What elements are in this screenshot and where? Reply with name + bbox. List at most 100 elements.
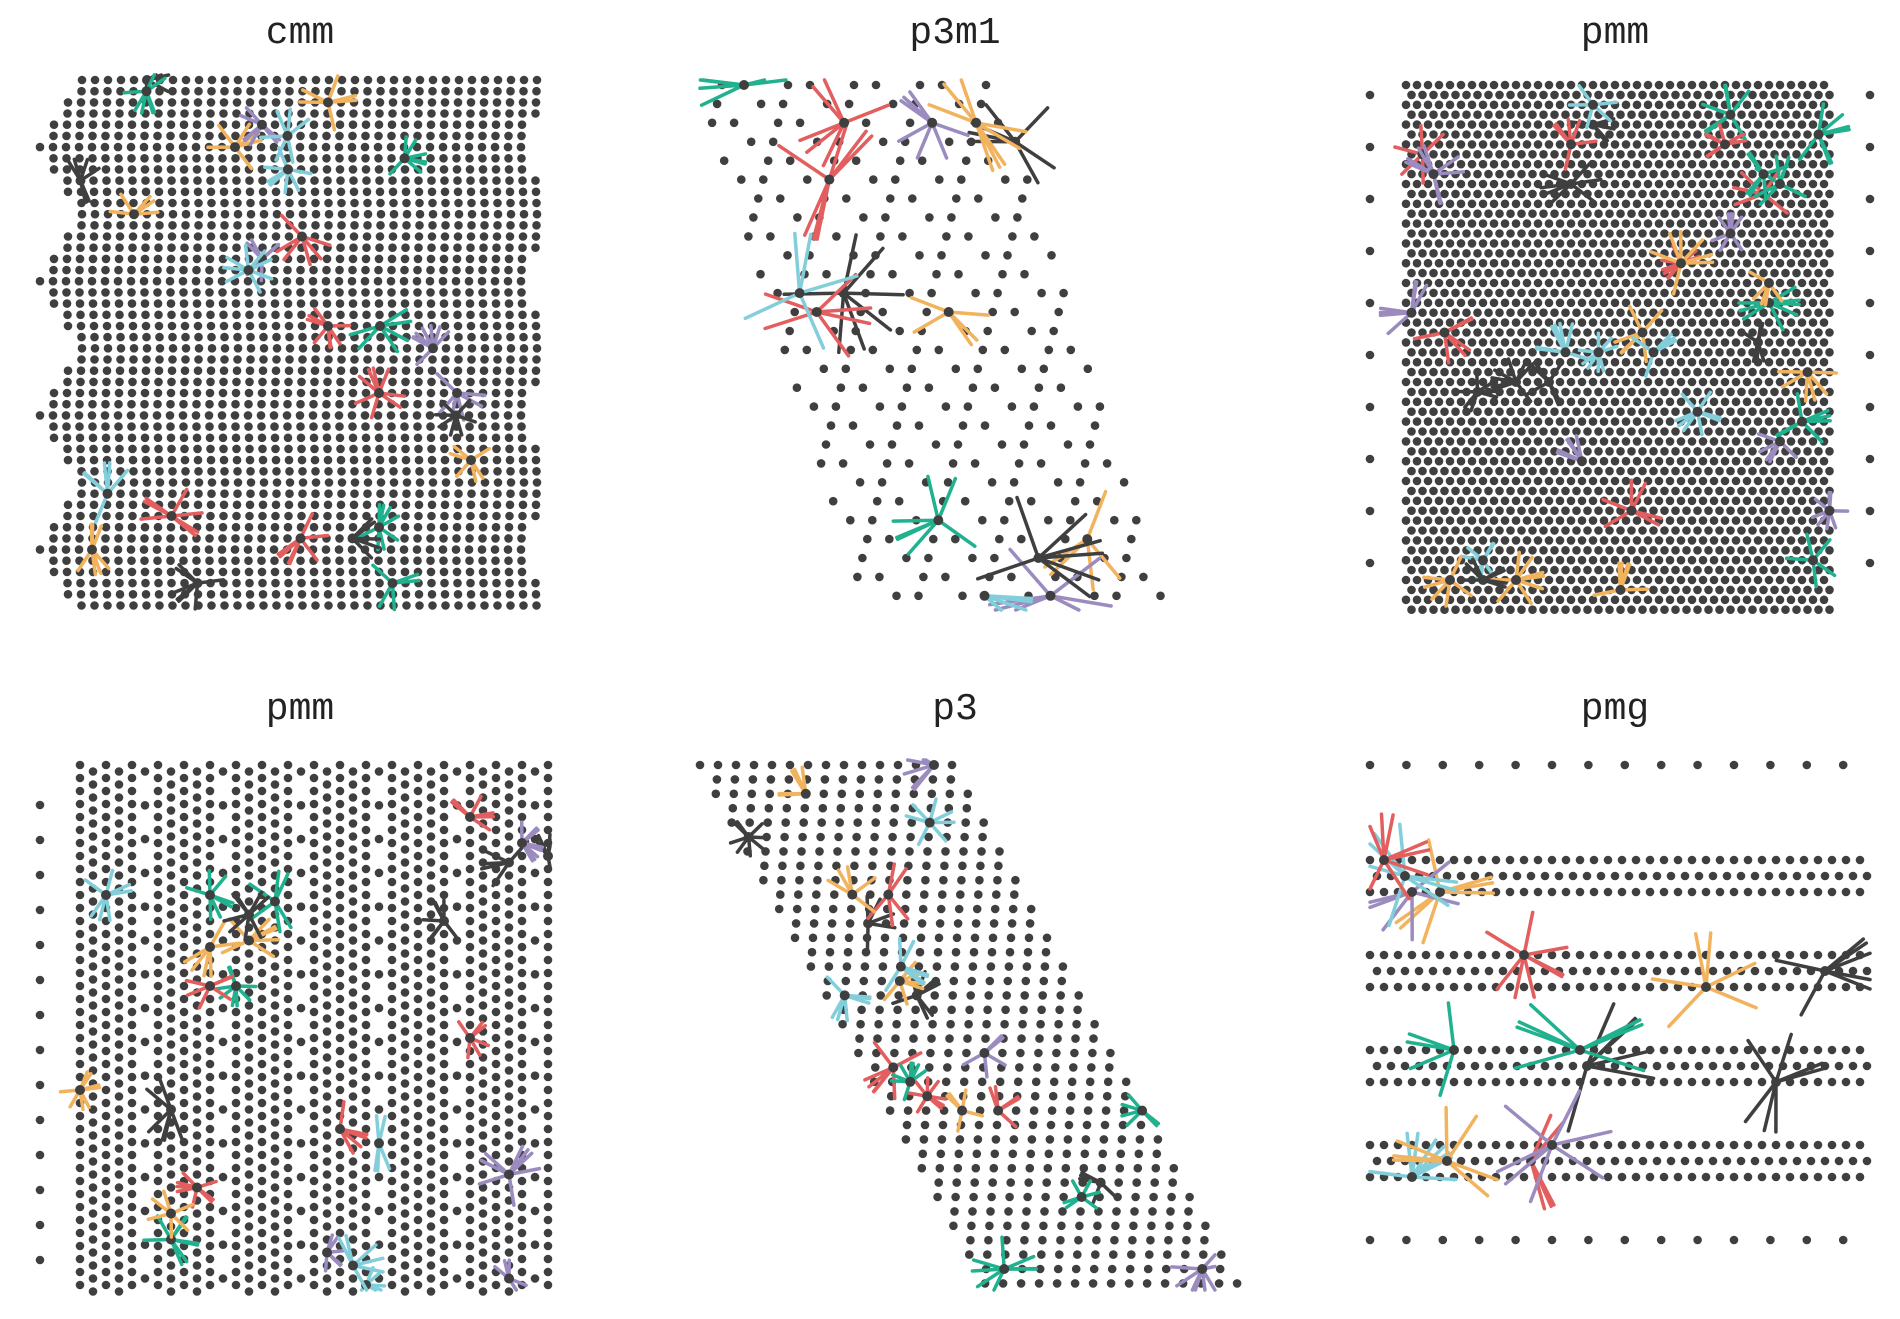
lattice-dot: [1478, 140, 1488, 149]
lattice-dot: [465, 299, 475, 308]
lattice-dot: [1429, 546, 1438, 555]
lattice-dot: [1412, 318, 1422, 327]
lattice-dot: [336, 578, 345, 588]
lattice-dot: [1539, 288, 1548, 298]
lattice-dot: [1004, 496, 1014, 506]
lattice-dot: [1770, 526, 1779, 535]
lattice-dot: [1814, 249, 1823, 258]
lattice-dot: [1660, 387, 1669, 397]
lattice-dot: [1786, 179, 1796, 189]
lattice-dot: [426, 265, 435, 275]
lattice-dot: [1434, 397, 1444, 407]
lattice-dot: [75, 299, 85, 308]
star-spoke: [378, 324, 400, 354]
lattice-dot: [1599, 298, 1609, 308]
lattice-dot: [283, 534, 292, 543]
lattice-dot: [90, 221, 99, 230]
lattice-dot: [1775, 595, 1785, 605]
lattice-dot: [480, 198, 489, 208]
lattice-dot: [1676, 516, 1686, 525]
lattice-dot: [871, 80, 881, 90]
lattice-dot: [506, 478, 516, 487]
lattice-dot: [1693, 466, 1702, 476]
lattice-dot: [61, 545, 71, 554]
lattice-dot: [1808, 456, 1818, 466]
lattice-dot: [271, 366, 281, 376]
lattice-dot: [61, 142, 71, 152]
lattice-dot: [1698, 179, 1708, 189]
lattice-dot: [374, 288, 383, 297]
lattice-dot: [531, 578, 540, 588]
lattice-dot: [1365, 90, 1375, 100]
lattice-dot: [1742, 278, 1752, 288]
lattice-dot: [270, 433, 280, 443]
lattice-dot: [335, 165, 345, 174]
lattice-dot: [1456, 199, 1466, 209]
lattice-dot: [1654, 100, 1664, 110]
lattice-dot: [1825, 288, 1834, 298]
lattice-dot: [1742, 437, 1752, 446]
lattice-dot: [1865, 506, 1875, 516]
lattice-dot: [1687, 179, 1697, 189]
lattice-dot: [142, 221, 151, 230]
lattice-dot: [1456, 179, 1466, 189]
lattice-dot: [257, 399, 266, 409]
lattice-dot: [1649, 407, 1658, 417]
lattice-dot: [1555, 476, 1565, 486]
star-spoke: [982, 594, 1034, 604]
lattice-dot: [1687, 239, 1697, 248]
lattice-dot: [1407, 189, 1416, 199]
lattice-dot: [75, 760, 85, 770]
lattice-dot: [1484, 585, 1493, 595]
lattice-dot: [347, 411, 357, 420]
lattice-dot: [826, 421, 836, 430]
lattice-dot: [426, 120, 436, 129]
lattice-dot: [478, 567, 488, 577]
lattice-dot: [1412, 476, 1422, 486]
lattice-dot: [1588, 219, 1598, 228]
lattice-dot: [504, 165, 514, 174]
lattice-dot: [1401, 338, 1411, 347]
lattice-dot: [1665, 318, 1675, 327]
lattice-dot: [114, 534, 123, 543]
star-spoke: [842, 103, 891, 125]
lattice-dot: [128, 321, 138, 331]
lattice-dot: [1792, 526, 1801, 535]
lattice-dot: [166, 120, 176, 129]
lattice-dot: [1423, 120, 1433, 129]
lattice-dot: [1671, 328, 1680, 337]
lattice-dot: [1654, 199, 1664, 209]
lattice-dot: [1742, 417, 1752, 426]
lattice-dot: [1588, 536, 1598, 545]
lattice-dot: [1643, 179, 1653, 189]
neighbor-star: [1753, 154, 1807, 206]
lattice-dot: [154, 366, 164, 376]
lattice-dot: [968, 383, 978, 393]
lattice-dot: [88, 936, 98, 945]
lattice-dot: [1792, 605, 1801, 614]
lattice-dot: [1539, 387, 1548, 397]
lattice-dot: [1726, 367, 1735, 377]
lattice-dot: [1451, 189, 1460, 199]
lattice-dot: [1572, 110, 1581, 119]
lattice-dot: [194, 467, 203, 476]
lattice-dot: [1825, 328, 1834, 337]
star-center: [1593, 347, 1604, 358]
lattice-dot: [1506, 229, 1515, 238]
lattice-dot: [1621, 219, 1631, 228]
lattice-dot: [1693, 486, 1702, 496]
lattice-dot: [1797, 516, 1807, 525]
lattice-dot: [1638, 249, 1647, 258]
lattice-dot: [389, 221, 398, 230]
star-center: [295, 533, 306, 544]
lattice-dot: [1698, 555, 1708, 565]
lattice-dot: [1412, 258, 1422, 268]
lattice-dot: [298, 601, 307, 610]
lattice-dot: [194, 355, 203, 364]
lattice-dot: [479, 511, 488, 521]
lattice-dot: [426, 422, 435, 431]
lattice-dot: [1561, 169, 1570, 179]
lattice-dot: [232, 187, 242, 197]
lattice-dot: [907, 364, 917, 374]
lattice-dot: [1627, 546, 1636, 555]
